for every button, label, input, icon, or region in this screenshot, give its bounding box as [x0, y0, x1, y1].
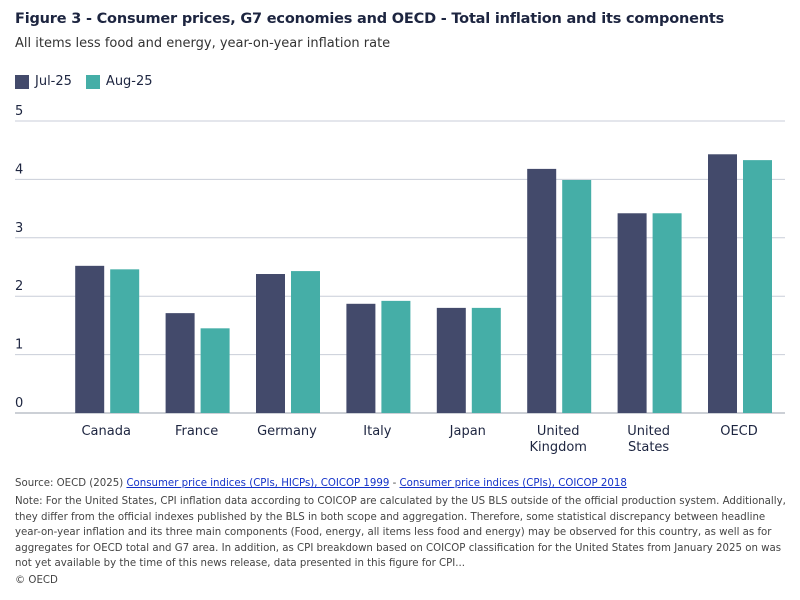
bar-oecd-aug[interactable]: [743, 160, 772, 413]
bar-japan-jul[interactable]: [436, 307, 466, 413]
legend-item-jul[interactable]: Jul-25: [15, 74, 72, 89]
y-tick-label: 0: [15, 396, 23, 411]
bar-united-kingdom-aug[interactable]: [562, 179, 592, 413]
plot-area: 0 1 2 3 4 5: [15, 104, 785, 414]
x-tick-label: France: [174, 424, 219, 439]
bar-italy-jul[interactable]: [346, 303, 376, 413]
bar-italy-aug[interactable]: [381, 300, 411, 413]
chart-title: Figure 3 - Consumer prices, G7 economies…: [15, 11, 725, 27]
copyright: © OECD: [15, 575, 58, 586]
y-tick-label: 3: [15, 221, 23, 236]
bar-canada-aug[interactable]: [110, 269, 140, 413]
x-tick-label: Germany: [257, 424, 317, 439]
legend-label: Jul-25: [35, 74, 72, 89]
source-line: Source: OECD (2025) Consumer price indic…: [15, 476, 627, 492]
x-tick-label: OECD: [720, 424, 758, 439]
y-tick-label: 5: [15, 104, 23, 119]
legend-item-aug[interactable]: Aug-25: [85, 74, 153, 89]
bar-germany-jul[interactable]: [256, 274, 285, 413]
legend-label: Aug-25: [105, 74, 153, 89]
y-tick-label: 1: [15, 338, 23, 353]
legend: Jul-25 Aug-25: [15, 74, 153, 89]
bar-united-kingdom-jul[interactable]: [527, 168, 557, 413]
legend-swatch: [85, 74, 100, 89]
y-tick-label: 4: [15, 162, 23, 177]
bar-germany-aug[interactable]: [291, 271, 320, 413]
bar-canada-jul[interactable]: [75, 265, 105, 413]
bar-united-states-jul[interactable]: [617, 213, 647, 413]
x-tick-label: Canada: [81, 424, 131, 439]
bar-japan-aug[interactable]: [471, 307, 501, 413]
x-tick-label: United Kingdom: [529, 424, 587, 455]
legend-swatch: [15, 74, 29, 89]
chart-subtitle: All items less food and energy, year-on-…: [15, 36, 391, 51]
source-prefix: Source: OECD (2025): [15, 478, 127, 489]
bar-united-states-aug[interactable]: [652, 213, 682, 413]
bar-france-jul[interactable]: [165, 313, 195, 413]
source-link-coicop-2018[interactable]: Consumer price indices (CPIs), COICOP 20…: [399, 478, 627, 489]
x-tick-label: Italy: [363, 424, 392, 439]
source-link-coicop-1999[interactable]: Consumer price indices (CPIs, HICPs), CO…: [126, 478, 390, 489]
bar-oecd-jul[interactable]: [708, 154, 737, 413]
bar-france-aug[interactable]: [200, 328, 230, 413]
x-tick-label: Japan: [449, 424, 486, 439]
y-tick-label: 2: [15, 279, 23, 294]
x-tick-label: United States: [627, 424, 670, 455]
source-separator: -: [389, 478, 400, 489]
note: Note: For the United States, CPI inflati…: [15, 496, 786, 569]
